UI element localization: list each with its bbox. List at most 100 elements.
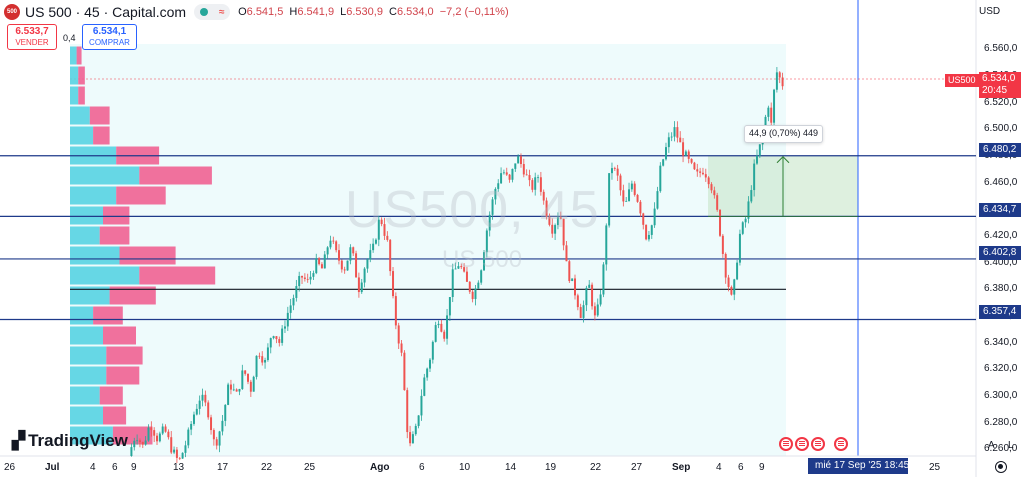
economic-event-icon[interactable] [811, 437, 825, 451]
candle-body [363, 268, 366, 283]
candle-body [699, 171, 702, 173]
candle-body [483, 252, 486, 271]
candle-body [463, 267, 466, 272]
volume-bar-up [70, 166, 140, 185]
candle-body [255, 355, 258, 377]
candle-body [588, 284, 591, 288]
candle-body [301, 275, 304, 278]
candle-body [647, 234, 650, 240]
price-tick-label: 6.260,0 [984, 443, 1018, 455]
candle-body [426, 368, 429, 378]
economic-event-icon[interactable] [834, 437, 848, 451]
level-tag-1[interactable]: 6.480,2 [979, 143, 1021, 157]
log-scale-button[interactable]: L [1008, 440, 1014, 451]
time-tick-label: 13 [173, 462, 185, 473]
volume-bar-up [70, 46, 77, 65]
candle-body [585, 287, 588, 306]
volume-bar-up [70, 226, 100, 245]
candle-body [494, 188, 497, 200]
current-price-tag: 6.534,0 20:45 [979, 72, 1021, 98]
level-tag-2[interactable]: 6.434,7 [979, 203, 1021, 217]
candle-body [534, 177, 537, 190]
level-tag-4[interactable]: 6.357,4 [979, 305, 1021, 319]
candle-body [468, 281, 471, 292]
candle-body [551, 224, 554, 234]
sell-button[interactable]: 6.533,7 VENDER [7, 24, 57, 50]
candle-body [488, 214, 491, 231]
candle-body [727, 277, 730, 287]
candle-body [136, 440, 139, 442]
tradingview-logo[interactable]: ▞ TradingView [12, 431, 128, 451]
candle-body [175, 449, 178, 458]
candle-body [406, 390, 409, 433]
candle-body [281, 328, 284, 343]
symbol-logo[interactable]: 500 [4, 4, 20, 20]
candle-body [389, 239, 392, 272]
candle-body [465, 271, 468, 282]
candle-body [411, 434, 414, 444]
time-tick-label: 26 [4, 462, 16, 473]
candle-body [773, 89, 776, 123]
candle-body [366, 259, 369, 269]
buy-button[interactable]: 6.534,1 COMPRAR [82, 24, 137, 50]
candle-body [542, 191, 545, 201]
candle-body [227, 384, 230, 405]
settings-gear-icon[interactable] [995, 461, 1007, 473]
candle-body [736, 262, 739, 280]
candle-body [690, 158, 693, 163]
candle-body [568, 261, 571, 281]
candle-body [443, 331, 446, 339]
low-label: L [340, 6, 347, 18]
volume-bar-down [78, 86, 85, 105]
time-tick-label: 4 [716, 462, 722, 473]
candle-body [329, 240, 332, 248]
candle-body [596, 304, 599, 316]
candle-body [480, 270, 483, 283]
candle-body [355, 253, 358, 278]
candle-body [272, 336, 275, 339]
candle-body [417, 415, 420, 426]
candle-body [704, 174, 707, 178]
economic-event-icon[interactable] [779, 437, 793, 451]
candle-body [332, 240, 335, 242]
candle-body [173, 449, 176, 453]
candle-body [318, 258, 321, 265]
sell-price: 6.533,7 [15, 26, 49, 37]
close-value: 6.534,0 [396, 6, 434, 18]
candle-body [514, 163, 517, 169]
volume-bar-down [109, 286, 156, 305]
price-tick-label: 6.400,0 [984, 256, 1018, 268]
candle-body [471, 291, 474, 300]
candle-body [207, 402, 210, 418]
candle-body [397, 325, 400, 344]
candle-body [161, 426, 164, 434]
candle-body [315, 258, 318, 274]
candle-body [525, 174, 528, 176]
candle-body [224, 404, 227, 421]
high-label: H [289, 6, 298, 18]
candle-body [537, 177, 540, 179]
candle-body [138, 440, 141, 443]
candle-body [556, 217, 559, 226]
economic-event-icon[interactable] [795, 437, 809, 451]
currency-selector[interactable]: USD [979, 6, 1001, 17]
volume-bar-down [103, 206, 130, 225]
volume-bar-up [70, 206, 103, 225]
candle-body [719, 209, 722, 236]
candle-body [238, 388, 241, 392]
candle-body [249, 381, 252, 392]
candle-body [622, 190, 625, 202]
volume-bar-down [99, 226, 130, 245]
candle-body [662, 159, 665, 166]
symbol-title[interactable]: US 500 · 45 · Capital.com [25, 4, 187, 20]
candle-body [579, 307, 582, 318]
visibility-toggle[interactable]: ≈ [194, 4, 231, 20]
auto-scale-button[interactable]: A [988, 440, 995, 451]
candle-body [369, 250, 372, 260]
sell-label: VENDER [15, 38, 49, 47]
current-symbol-tag: US500 [945, 74, 979, 87]
candle-body [141, 442, 144, 445]
level-tag-3[interactable]: 6.402,8 [979, 246, 1021, 260]
